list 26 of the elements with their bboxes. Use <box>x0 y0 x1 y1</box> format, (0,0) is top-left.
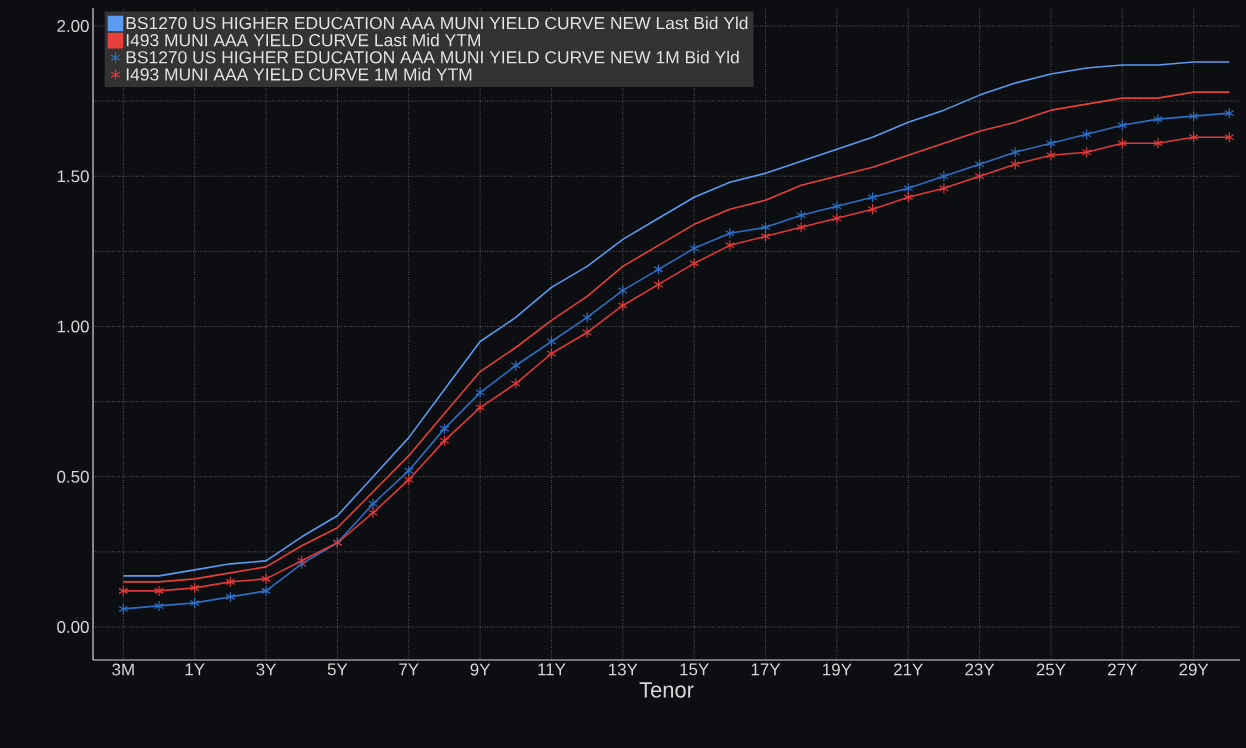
x-tick-label: 7Y <box>399 663 419 676</box>
x-tick-label: 9Y <box>470 663 491 676</box>
y-tick-label: 1.50 <box>57 170 89 183</box>
x-tick-label: 19Y <box>823 663 852 676</box>
x-tick-label: 29Y <box>1179 663 1209 676</box>
legend-label: I493 MUNI AAA YIELD CURVE Last Mid YTM <box>126 33 481 47</box>
x-tick-label: 11Y <box>538 663 566 676</box>
x-tick-label: 3Y <box>256 663 277 676</box>
x-tick-label: 1Y <box>185 663 205 676</box>
y-tick-label: 0.50 <box>57 470 89 483</box>
x-tick-label: 13Y <box>609 663 638 676</box>
y-tick-label: 1.00 <box>57 320 89 333</box>
x-tick-label: 17Y <box>751 663 781 676</box>
y-tick-label: 0.00 <box>57 620 89 633</box>
x-tick-label: 27Y <box>1108 663 1137 676</box>
x-tick-label: 23Y <box>965 663 995 676</box>
legend-label: BS1270 US HIGHER EDUCATION AAA MUNI YIELD CURVE NEW 1M Bid Yld <box>126 50 739 64</box>
x-tick-label: 21Y <box>894 663 923 676</box>
legend-label: BS1270 US HIGHER EDUCATION AAA MUNI YIELD CURVE NEW Last Bid Yld <box>126 16 748 30</box>
x-tick-label: 3M <box>112 663 134 676</box>
legend-label: I493 MUNI AAA YIELD CURVE 1M Mid YTM <box>126 67 472 81</box>
x-tick-label: 5Y <box>327 663 348 676</box>
x-tick-label: 25Y <box>1036 663 1066 676</box>
x-tick-label: 15Y <box>680 663 709 676</box>
x-axis-title: Tenor <box>639 682 694 698</box>
y-tick-label: 2.00 <box>57 20 89 33</box>
